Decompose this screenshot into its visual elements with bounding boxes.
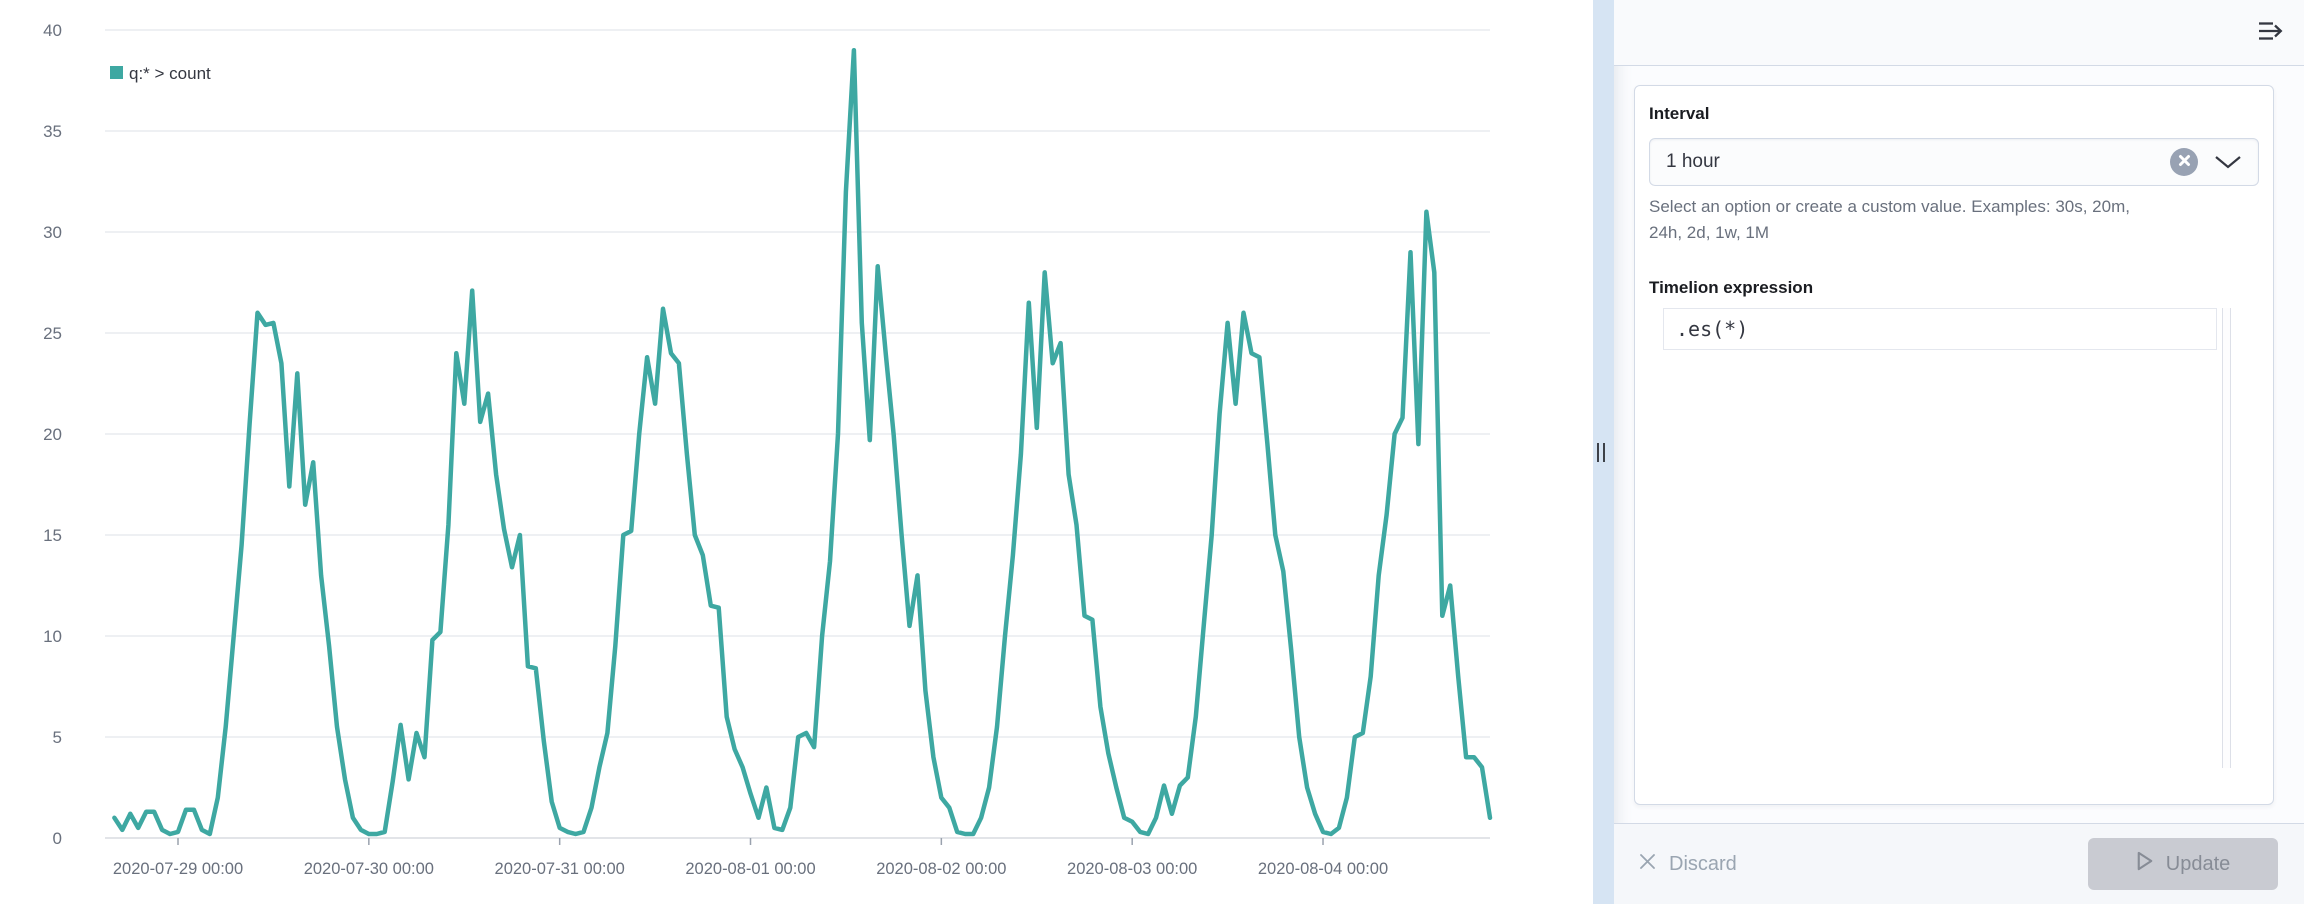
legend-swatch[interactable] (110, 66, 123, 79)
y-axis-label: 25 (43, 324, 62, 343)
options-panel-header (1614, 0, 2304, 66)
series-line[interactable] (112, 47, 1493, 837)
cross-in-circle-icon (2178, 154, 2191, 170)
y-axis-label: 20 (43, 425, 62, 444)
y-axis-label: 30 (43, 223, 62, 242)
grab-handle-icon[interactable] (1597, 443, 1605, 462)
options-panel: Interval 1 hour (1614, 0, 2304, 904)
interval-combobox[interactable]: 1 hour (1649, 137, 2259, 186)
editor-active-line[interactable]: .es(*) (1663, 308, 2217, 351)
options-card: Interval 1 hour (1634, 85, 2274, 805)
legend-label[interactable]: q:* > count (129, 64, 211, 83)
x-axis-label: 2020-08-03 00:00 (1067, 860, 1197, 878)
cross-icon (1638, 852, 1657, 877)
x-axis-label: 2020-08-04 00:00 (1258, 860, 1388, 878)
discard-label: Discard (1669, 852, 1737, 875)
editor-scrollbar[interactable] (2222, 308, 2231, 769)
expression-label: Timelion expression (1649, 278, 1814, 298)
play-icon (2136, 851, 2154, 877)
interval-help-text: Select an option or create a custom valu… (1649, 196, 2130, 243)
y-axis-label: 15 (43, 526, 62, 545)
y-axis-label: 40 (43, 21, 62, 40)
options-panel-body: Interval 1 hour (1614, 66, 2304, 823)
y-axis-label: 10 (43, 627, 62, 646)
chevron-down-icon[interactable] (2214, 155, 2242, 169)
timelion-chart-panel: 0 5 10 15 20 25 30 35 40 2020-07-29 00:00 2020-07-… (0, 0, 1593, 904)
interval-clear-button[interactable] (2170, 147, 2198, 176)
y-axis-label: 35 (43, 122, 62, 141)
collapse-panel-button[interactable] (2250, 13, 2290, 53)
interval-value: 1 hour (1666, 150, 1720, 172)
interval-label: Interval (1649, 104, 1710, 123)
update-label: Update (2165, 852, 2231, 875)
panel-resizer[interactable] (1593, 0, 1614, 904)
expression-field: Timelion expression .es(*) (1649, 276, 2259, 775)
expression-editor[interactable]: .es(*) (1649, 308, 2259, 775)
x-axis-label: 2020-07-29 00:00 (113, 860, 243, 878)
update-button[interactable]: Update (2088, 838, 2278, 890)
y-axis-label: 0 (53, 829, 62, 848)
x-axis-label: 2020-07-30 00:00 (304, 860, 434, 878)
timeseries-chart[interactable]: 0 5 10 15 20 25 30 35 40 2020-07-29 00:00 2020-07-… (0, 0, 1593, 904)
menu-right-icon (2256, 19, 2284, 46)
x-axis-label: 2020-08-01 00:00 (685, 860, 815, 878)
x-axis-label: 2020-08-02 00:00 (876, 860, 1006, 878)
expression-code: .es(*) (1676, 317, 1749, 342)
y-axis-label: 5 (53, 728, 62, 747)
options-panel-footer: Discard Update (1614, 823, 2304, 904)
x-axis-label: 2020-07-31 00:00 (495, 860, 625, 878)
discard-button[interactable]: Discard (1638, 852, 1737, 877)
